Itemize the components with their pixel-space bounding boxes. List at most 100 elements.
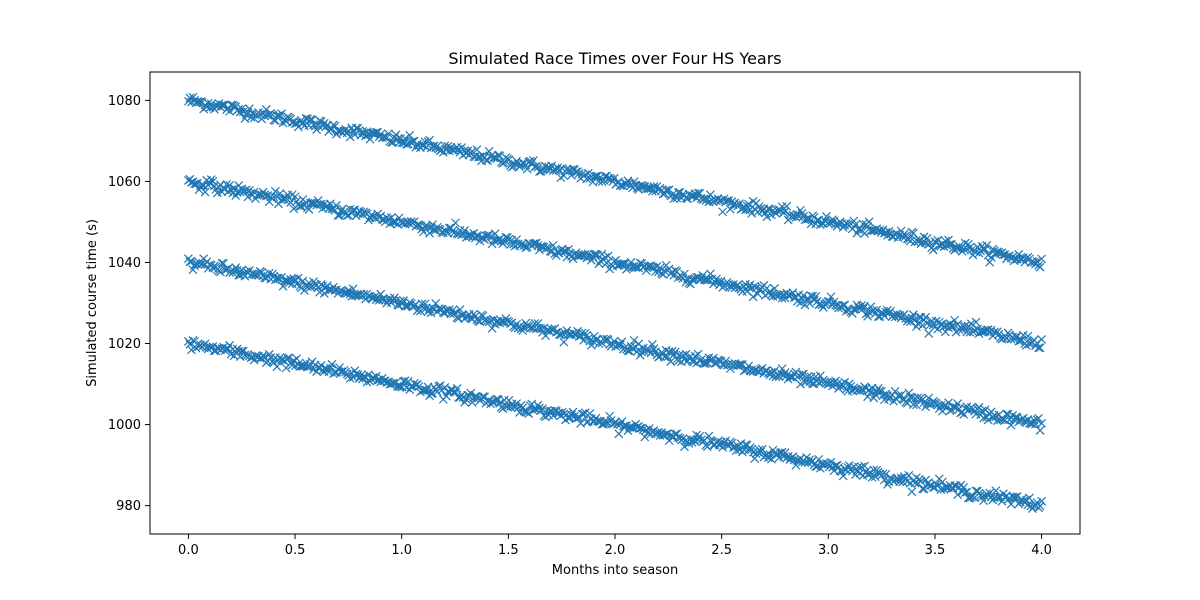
data-point <box>1006 420 1016 430</box>
data-point <box>545 246 555 256</box>
data-point <box>741 440 750 450</box>
data-point <box>858 219 868 229</box>
data-point <box>1035 501 1045 511</box>
data-point <box>640 432 650 442</box>
data-point <box>364 370 373 380</box>
data-point <box>332 200 341 210</box>
data-point <box>559 246 569 256</box>
data-point <box>693 349 703 359</box>
data-point <box>965 243 975 253</box>
data-point <box>1035 343 1045 353</box>
data-point <box>298 276 308 286</box>
data-point <box>718 207 728 217</box>
data-point <box>194 97 204 107</box>
data-point <box>405 130 415 140</box>
data-point <box>596 256 605 266</box>
data-point <box>812 215 822 225</box>
data-point <box>1024 493 1034 503</box>
data-point <box>383 129 393 139</box>
data-point <box>673 187 683 197</box>
data-point <box>988 413 998 423</box>
data-point <box>878 469 888 479</box>
data-point <box>316 361 326 370</box>
data-point <box>950 315 960 325</box>
data-point <box>345 373 355 383</box>
data-point <box>821 212 831 221</box>
data-point <box>306 114 315 124</box>
x-tick-label: 2.0 <box>605 543 626 558</box>
data-point <box>269 192 279 202</box>
data-point <box>283 353 293 363</box>
data-point <box>481 155 491 165</box>
data-point <box>197 259 207 269</box>
data-point <box>670 347 680 357</box>
data-point <box>953 490 963 500</box>
data-point <box>796 379 805 389</box>
data-point <box>693 272 703 282</box>
data-point <box>408 136 418 146</box>
data-point <box>379 132 389 142</box>
data-point <box>455 305 465 315</box>
data-point <box>945 239 955 249</box>
data-point <box>290 192 300 202</box>
y-tick-label: 980 <box>116 499 141 514</box>
data-point <box>582 174 592 184</box>
data-point <box>467 398 477 407</box>
data-point <box>651 267 660 277</box>
data-point <box>883 305 892 315</box>
data-point <box>687 356 697 366</box>
data-point <box>860 461 869 471</box>
data-point <box>635 258 645 268</box>
data-point <box>652 262 662 272</box>
data-point <box>893 391 903 401</box>
data-point <box>623 346 633 356</box>
data-point <box>277 109 286 119</box>
data-point <box>615 340 625 350</box>
data-point <box>991 486 1001 496</box>
data-point <box>390 293 399 303</box>
data-point <box>686 191 695 201</box>
data-point <box>629 335 639 345</box>
data-point <box>388 217 398 227</box>
data-point <box>277 355 286 365</box>
data-point <box>460 226 470 235</box>
data-point <box>426 388 436 398</box>
data-point <box>947 321 956 331</box>
data-point <box>979 413 989 423</box>
data-point <box>699 359 709 368</box>
data-point <box>898 232 908 242</box>
data-point <box>489 153 499 163</box>
data-point <box>364 215 373 225</box>
data-point <box>910 314 920 324</box>
data-point <box>504 155 514 165</box>
data-point <box>802 295 811 304</box>
data-point <box>893 474 903 484</box>
data-point <box>451 308 460 317</box>
data-point <box>788 288 798 298</box>
data-point <box>744 445 753 455</box>
data-point <box>910 478 920 488</box>
data-point <box>826 292 836 302</box>
data-point <box>838 300 848 310</box>
data-point <box>487 323 497 333</box>
data-point <box>206 260 216 270</box>
data-point <box>229 183 239 193</box>
data-point <box>869 465 879 475</box>
data-point <box>333 211 343 220</box>
data-point <box>875 225 885 235</box>
data-point <box>216 267 225 277</box>
y-tick-label: 1000 <box>108 418 141 433</box>
data-point <box>435 381 445 390</box>
data-point <box>881 469 891 479</box>
data-point <box>292 354 302 364</box>
data-point <box>1023 331 1033 341</box>
data-point <box>649 182 659 191</box>
data-point <box>977 406 987 416</box>
y-tick-label: 1060 <box>108 175 141 190</box>
data-point <box>492 394 502 404</box>
data-point <box>535 403 544 413</box>
data-point <box>919 484 929 494</box>
